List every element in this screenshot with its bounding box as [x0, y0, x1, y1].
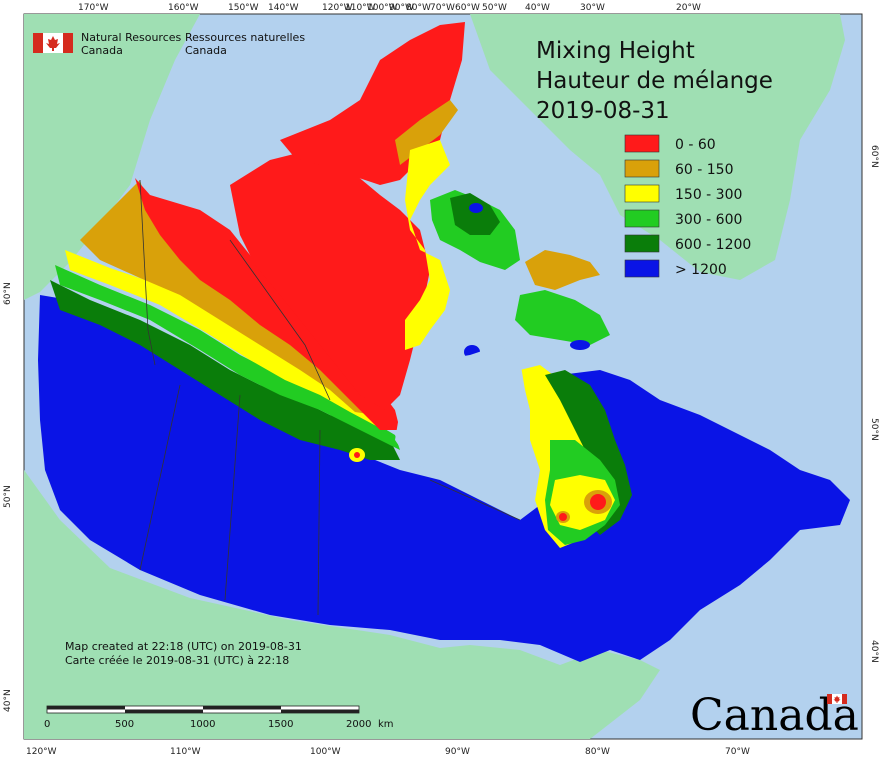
map-title: Mixing Height Hauteur de mélange 2019-08… — [536, 38, 773, 124]
legend-item: 60 - 150 — [624, 159, 734, 178]
united-states — [24, 470, 660, 739]
tick-top: 20°W — [676, 3, 701, 13]
graticule-right: 60°N 50°N 40°N — [869, 145, 879, 663]
legend-item: 150 - 300 — [624, 184, 742, 203]
legend-swatch — [624, 234, 660, 253]
canada-wordmark: Canada — [690, 690, 859, 741]
org-name-fr-line2: Canada — [185, 44, 227, 57]
tick-top: 30°W — [580, 3, 605, 13]
tick-left: 60°N — [3, 282, 13, 305]
tick-top: 50°W — [482, 3, 507, 13]
tick-top: 100°W — [367, 3, 398, 13]
tick-right: 40°N — [869, 640, 879, 663]
tick-bottom: 80°W — [585, 747, 610, 757]
legend: 0 - 60 60 - 150 150 - 300 300 - 600 600 … — [624, 134, 751, 278]
tick-bottom: 70°W — [725, 747, 750, 757]
tick-top: 160°W — [168, 3, 199, 13]
canada-flag-icon — [33, 33, 73, 53]
title-date: 2019-08-31 — [536, 98, 670, 124]
tick-top: 90°W — [389, 3, 414, 13]
credit-en: Map created at 22:18 (UTC) on 2019-08-31 — [65, 640, 302, 653]
tick-top: 70°W — [430, 3, 455, 13]
legend-item: > 1200 — [624, 259, 727, 278]
foreign-land — [24, 14, 845, 739]
scale-label: 2000 — [346, 719, 371, 730]
scale-label: 1500 — [268, 719, 293, 730]
scale-unit: km — [378, 719, 394, 730]
legend-label: 150 - 300 — [675, 187, 742, 203]
tick-top: 120°W — [322, 3, 353, 13]
zone-gt1200-quebec-north-spot — [570, 340, 590, 350]
zone-gt1200 — [38, 295, 850, 662]
legend-swatch — [624, 184, 660, 203]
graticule-left: 60°N 50°N 40°N — [3, 282, 13, 712]
tick-bottom: 100°W — [310, 747, 341, 757]
tick-left: 40°N — [3, 689, 13, 712]
tick-top: 170°W — [78, 3, 109, 13]
legend-swatch — [624, 209, 660, 228]
legend-label: 300 - 600 — [675, 212, 742, 228]
tick-right: 60°N — [869, 145, 879, 168]
zone-0-60-mainland-north — [230, 150, 430, 410]
wordmark-flag-icon — [827, 694, 847, 704]
legend-swatch — [624, 159, 660, 178]
org-name-fr-line1: Ressources naturelles — [185, 31, 305, 44]
zone-300-600-quebec-north — [515, 290, 610, 345]
legend-item: 300 - 600 — [624, 209, 742, 228]
zone-0-60-arctic — [135, 178, 400, 430]
scale-label: 500 — [115, 719, 134, 730]
tick-top: 40°W — [525, 3, 550, 13]
scale-bar: 0 500 1000 1500 2000 km — [44, 705, 394, 730]
title-fr: Hauteur de mélange — [536, 68, 773, 94]
tick-top: 110°W — [345, 3, 376, 13]
tick-bottom: 90°W — [445, 747, 470, 757]
zone-0-60-quebec-spot2 — [559, 513, 567, 521]
nrcan-signature: Natural Resources Canada Ressources natu… — [33, 31, 305, 57]
zone-60-150-labrador — [525, 250, 600, 290]
legend-swatch — [624, 259, 660, 278]
credit-fr: Carte créée le 2019-08-31 (UTC) à 22:18 — [65, 654, 289, 667]
tick-left: 50°N — [3, 485, 13, 508]
tick-top: 150°W — [228, 3, 259, 13]
zone-gt1200-baffin-spot — [469, 203, 483, 213]
zone-0-60-lake-spot — [354, 452, 360, 458]
alaska — [24, 14, 200, 300]
legend-label: > 1200 — [675, 262, 727, 278]
tick-top: 60°W — [455, 3, 480, 13]
legend-item: 0 - 60 — [624, 134, 716, 153]
zone-600-1200-baffin — [450, 193, 500, 235]
title-en: Mixing Height — [536, 38, 695, 64]
scale-label: 0 — [44, 719, 50, 730]
graticule-bottom: 120°W 110°W 100°W 90°W 80°W 70°W — [26, 747, 750, 757]
zone-60-150-baffin-north — [395, 100, 458, 165]
tick-bottom: 120°W — [26, 747, 57, 757]
scale-label: 1000 — [190, 719, 215, 730]
tick-bottom: 110°W — [170, 747, 201, 757]
org-name-en-line2: Canada — [81, 44, 123, 57]
maple-leaf-icon — [46, 36, 60, 51]
zone-0-60-quebec-spot — [590, 494, 606, 510]
tick-right: 50°N — [869, 418, 879, 441]
zone-600-1200-west — [50, 280, 400, 460]
org-name-en-line1: Natural Resources — [81, 31, 182, 44]
legend-item: 600 - 1200 — [624, 234, 751, 253]
hudson-bay — [395, 345, 530, 505]
legend-swatch — [624, 134, 660, 153]
zone-150-300-baffin — [405, 140, 450, 350]
tick-top: 80°W — [406, 3, 431, 13]
zone-300-600-west — [55, 265, 400, 450]
tick-top: 140°W — [268, 3, 299, 13]
legend-label: 60 - 150 — [675, 162, 734, 178]
graticule-top: 170°W 160°W 150°W 140°W 120°W 110°W 100°… — [78, 3, 701, 13]
legend-label: 600 - 1200 — [675, 237, 751, 253]
legend-label: 0 - 60 — [675, 137, 716, 153]
provincial-boundaries — [139, 179, 521, 616]
